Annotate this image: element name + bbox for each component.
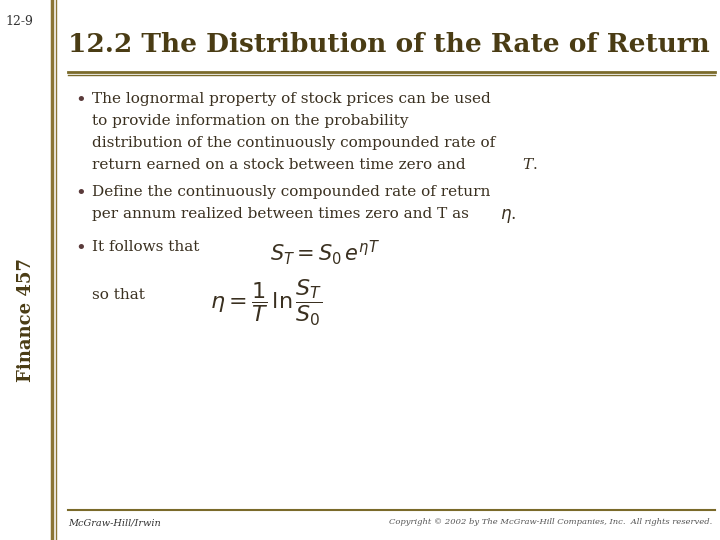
Text: $\eta$.: $\eta$. — [500, 207, 516, 225]
Text: •: • — [75, 92, 86, 110]
Text: per annum realized between times zero and T as: per annum realized between times zero an… — [92, 207, 479, 221]
Text: Finance 457: Finance 457 — [17, 258, 35, 382]
Text: Define the continuously compounded rate of return: Define the continuously compounded rate … — [92, 185, 490, 199]
Text: to provide information on the probability: to provide information on the probabilit… — [92, 114, 408, 128]
Text: $S_T = S_0\,e^{\eta T}$: $S_T = S_0\,e^{\eta T}$ — [270, 238, 380, 267]
Text: 12.2 The Distribution of the Rate of Return: 12.2 The Distribution of the Rate of Ret… — [68, 32, 710, 57]
Text: $\eta = \dfrac{1}{T}\,\ln\dfrac{S_T}{S_0}$: $\eta = \dfrac{1}{T}\,\ln\dfrac{S_T}{S_0… — [210, 278, 323, 328]
Text: return earned on a stock between time zero and: return earned on a stock between time ze… — [92, 158, 470, 172]
Text: so that: so that — [92, 288, 145, 302]
Text: McGraw-Hill/Irwin: McGraw-Hill/Irwin — [68, 518, 161, 527]
Text: Copyright © 2002 by The McGraw-Hill Companies, Inc.  All rights reserved.: Copyright © 2002 by The McGraw-Hill Comp… — [389, 518, 712, 526]
Text: The lognormal property of stock prices can be used: The lognormal property of stock prices c… — [92, 92, 491, 106]
Text: •: • — [75, 185, 86, 203]
Text: T: T — [522, 158, 532, 172]
Text: 12-9: 12-9 — [5, 15, 33, 28]
Text: distribution of the continuously compounded rate of: distribution of the continuously compoun… — [92, 136, 495, 150]
Text: .: . — [533, 158, 538, 172]
Text: It follows that: It follows that — [92, 240, 199, 254]
Text: •: • — [75, 240, 86, 258]
